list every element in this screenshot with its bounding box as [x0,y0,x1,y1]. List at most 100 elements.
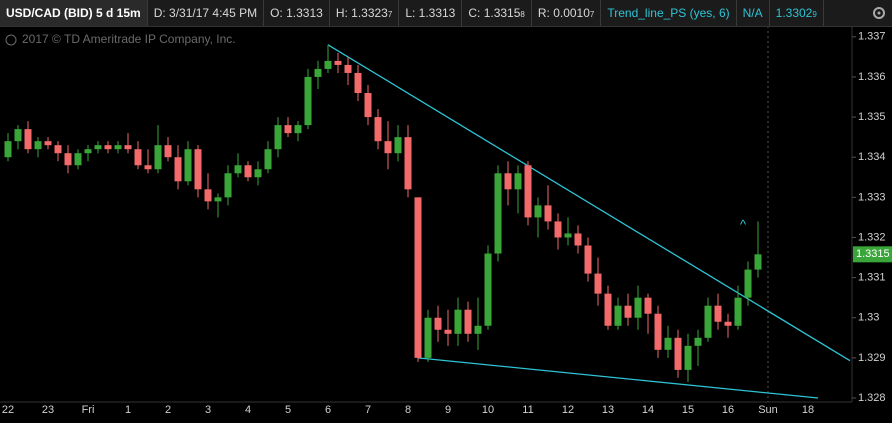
candle-body [614,305,622,326]
signal-marker: ^ [740,217,747,232]
candle-body [164,145,172,158]
candle-body [194,149,202,190]
y-tick-label: 1.335 [858,111,886,123]
candle-body [4,141,12,158]
candle-body [634,297,642,318]
header-fields: D: 3/31/17 4:45 PM O: 1.3313 H: 1.33237 L: … [148,0,824,26]
x-tick-label: 4 [245,404,251,416]
candle-body [24,129,32,150]
candle-body [574,233,582,246]
candle-body [384,141,392,154]
candle-body [354,72,362,94]
candle-body [344,64,352,73]
candle-body [684,345,692,370]
candle-body [204,189,212,202]
candle-body [364,93,372,118]
candle-body [244,165,252,178]
y-tick-label: 1.328 [858,392,886,404]
candle-body [104,145,112,150]
candle-body [524,165,532,218]
header-field: O: 1.3313 [264,0,330,26]
candle-body [714,305,722,322]
field-text: R: 0.0010 [537,6,590,20]
candle-body [724,321,732,326]
header-field: C: 1.33158 [462,0,532,26]
candle-body [444,329,452,334]
candle-body [154,145,162,170]
x-tick-label: Sun [758,404,778,416]
header-field: D: 3/31/17 4:45 PM [148,0,265,26]
candle-body [734,297,742,326]
settings-icon[interactable] [872,6,886,20]
y-tick-label: 1.334 [858,151,886,163]
x-tick-label: 16 [722,404,734,416]
watermark: 2017 © TD Ameritrade IP Company, Inc. [22,32,236,46]
candle-body [134,149,142,166]
candle-body [274,125,282,150]
y-tick-label: 1.333 [858,191,886,203]
field-text: 1.3302 [775,6,813,20]
trend-line [417,357,819,399]
field-text: C: 1.3315 [468,6,521,20]
candle-body [304,76,312,126]
candle-body [94,145,102,150]
candle-body [404,137,412,190]
field-pip: 7 [387,10,393,19]
candle-body [184,149,192,182]
candle-body [324,60,332,69]
candle-body [174,157,182,182]
field-text: O: 1.3313 [270,6,323,20]
candle-body [554,221,562,238]
candle-body [624,305,632,318]
candle-body [284,125,292,134]
candle-body [594,273,602,294]
x-tick-label: 5 [285,404,291,416]
last-price-box [853,246,892,263]
header-field: H: 1.33237 [330,0,400,26]
x-tick-label: 6 [325,404,331,416]
header-field: R: 0.00107 [532,0,602,26]
y-tick-label: 1.337 [858,31,886,43]
info-icon [5,34,17,46]
candle-body [644,297,652,314]
candle-body [434,317,442,330]
candle-body [74,153,82,166]
x-tick-label: 22 [2,404,14,416]
x-tick-label: 7 [365,404,371,416]
candle-body [234,165,242,174]
header-field: Trend_line_PS (yes, 6) [601,0,737,26]
candle-body [464,309,472,334]
candle-body [124,145,132,150]
candle-body [564,233,572,238]
candle-body [224,173,232,198]
candle-body [84,149,92,154]
x-tick-label: 10 [482,404,494,416]
field-text: H: 1.3323 [335,6,388,20]
candle-body [264,149,272,170]
candle-body [674,337,682,370]
y-tick-label: 1.331 [858,272,886,284]
x-tick-label: 12 [562,404,574,416]
trend-line [327,44,851,362]
candle-body [114,145,122,150]
x-tick-label: 2 [165,404,171,416]
x-tick-label: Fri [82,404,95,416]
symbol-title[interactable]: USD/CAD (BID) 5 d 15m [0,0,148,26]
candle-body [294,125,302,134]
candle-body [254,169,262,178]
field-text: Trend_line_PS (yes, 6) [607,6,730,20]
candle-body [744,269,752,298]
candle-body [44,141,52,146]
x-tick-label: 8 [405,404,411,416]
candle-body [504,173,512,190]
candle-body [694,337,702,346]
icons [872,0,892,26]
x-tick-label: 3 [205,404,211,416]
candle-body [54,145,62,154]
x-tick-label: 15 [682,404,694,416]
candle-body [144,165,152,170]
last-price-label: 1.3315 [856,248,890,260]
candle-body [494,173,502,254]
